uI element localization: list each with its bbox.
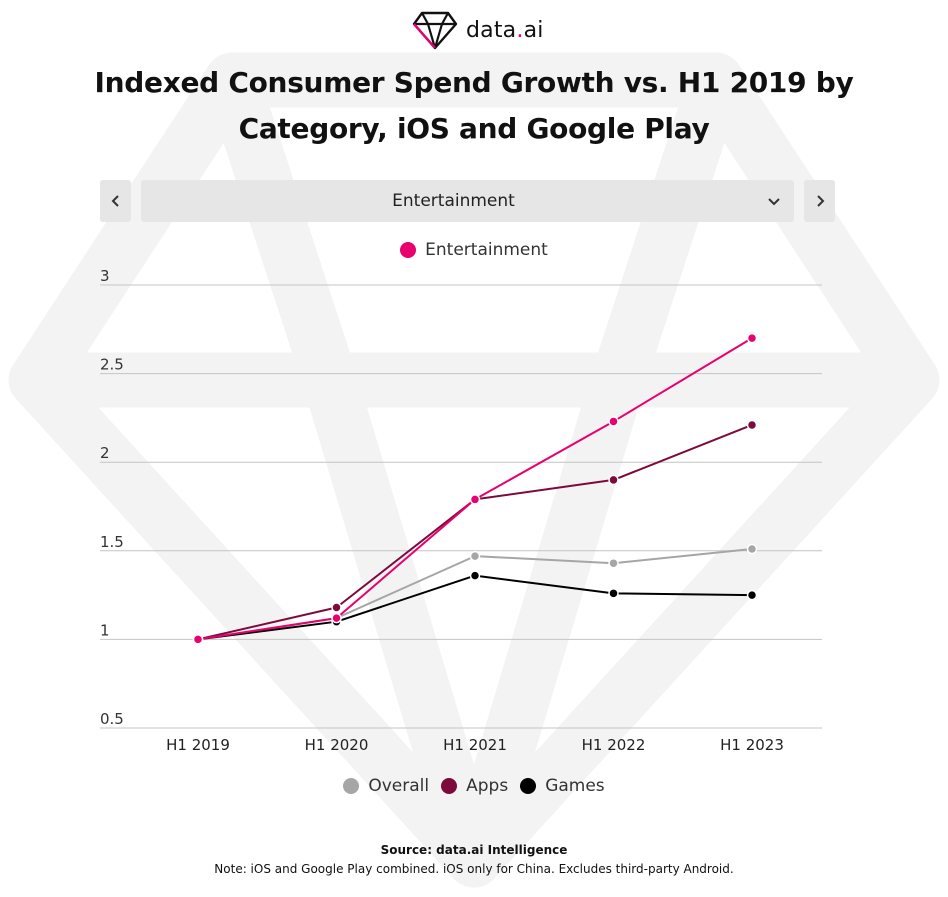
category-select[interactable]: Entertainment xyxy=(141,180,794,222)
chevron-down-icon xyxy=(768,198,780,206)
diamond-logo-icon xyxy=(412,11,458,50)
x-tick-label: H1 2021 xyxy=(443,736,507,754)
y-tick-label: 2.5 xyxy=(100,356,124,374)
data-point-overall-h1-2023[interactable] xyxy=(746,543,758,555)
legend-swatch-overall xyxy=(343,778,360,794)
data-point-overall-h1-2021[interactable] xyxy=(469,550,481,562)
category-select-value: Entertainment xyxy=(392,191,515,211)
brand-name: data.ai xyxy=(466,17,544,43)
data-point-entertainment-h1-2021[interactable] xyxy=(469,494,481,505)
legend-top: Entertainment xyxy=(0,240,948,260)
x-tick-label: H1 2022 xyxy=(582,736,646,754)
y-tick-label: 0.5 xyxy=(100,710,124,728)
x-tick-label: H1 2019 xyxy=(166,736,230,754)
data-point-apps-h1-2023[interactable] xyxy=(746,419,758,431)
next-category-button[interactable] xyxy=(804,180,835,222)
legend-label-overall: Overall xyxy=(368,776,430,796)
data-point-entertainment-h1-2022[interactable] xyxy=(608,416,619,427)
chevron-right-icon xyxy=(816,195,824,207)
data-point-entertainment-h1-2019[interactable] xyxy=(192,634,204,645)
legend-label-apps: Apps xyxy=(466,776,509,796)
legend-item-entertainment[interactable]: Entertainment xyxy=(400,240,548,260)
y-tick-label: 3 xyxy=(100,267,110,285)
legend-label-entertainment: Entertainment xyxy=(425,240,548,260)
legend-swatch-games xyxy=(520,778,537,794)
legend-label-games: Games xyxy=(545,776,605,796)
data-point-entertainment-h1-2023[interactable] xyxy=(746,332,758,344)
x-tick-label: H1 2020 xyxy=(305,736,369,754)
legend-item-apps[interactable]: Apps xyxy=(441,776,508,796)
data-point-apps-h1-2022[interactable] xyxy=(608,474,619,486)
source-text: Source: data.ai Intelligence xyxy=(380,843,568,857)
data-point-apps-h1-2020[interactable] xyxy=(331,602,342,613)
data-point-games-h1-2021[interactable] xyxy=(469,570,481,581)
legend-item-overall[interactable]: Overall xyxy=(343,776,429,796)
legend-bottom: Overall Apps Games xyxy=(0,776,948,796)
series-line-games xyxy=(197,574,753,641)
legend-item-games[interactable]: Games xyxy=(520,776,605,796)
data-point-entertainment-h1-2020[interactable] xyxy=(331,612,342,624)
note-text: Note: iOS and Google Play combined. iOS … xyxy=(214,862,734,876)
data-point-games-h1-2023[interactable] xyxy=(746,589,758,601)
brand-logo: data.ai xyxy=(412,10,544,50)
y-tick-label: 1 xyxy=(100,621,110,639)
page-title: Indexed Consumer Spend Growth vs. H1 201… xyxy=(0,60,948,152)
series-line-apps xyxy=(197,424,753,641)
previous-category-button[interactable] xyxy=(100,180,131,222)
title-line-1: Indexed Consumer Spend Growth vs. H1 201… xyxy=(94,66,854,99)
y-tick-label: 2 xyxy=(100,444,110,462)
x-tick-label: H1 2023 xyxy=(720,736,784,754)
y-tick-label: 1.5 xyxy=(100,533,124,551)
title-line-2: Category, iOS and Google Play xyxy=(238,112,710,145)
legend-swatch-apps xyxy=(441,778,458,794)
data-point-overall-h1-2022[interactable] xyxy=(608,557,619,569)
chevron-left-icon xyxy=(111,195,119,207)
data-point-games-h1-2022[interactable] xyxy=(608,588,619,599)
legend-swatch-entertainment xyxy=(400,242,417,258)
